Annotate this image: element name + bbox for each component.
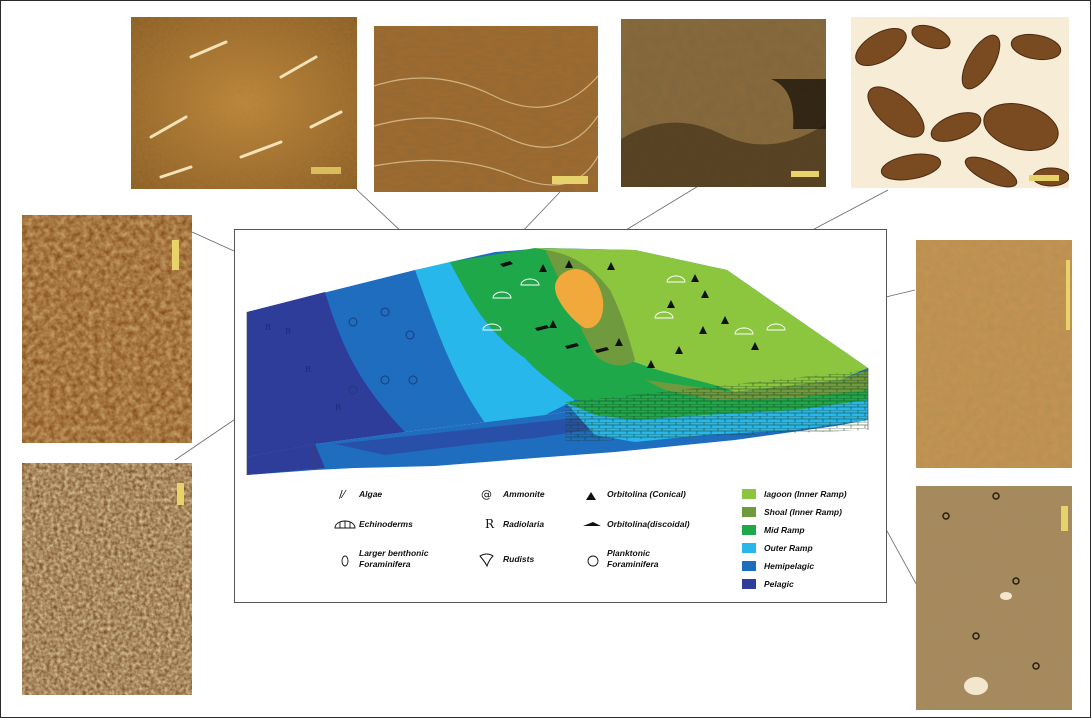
svg-text:R: R xyxy=(305,365,312,374)
legend-item-orbitolina-discoidal: Orbitolina(discoidal) xyxy=(583,519,690,529)
thin-section-photo xyxy=(22,215,192,443)
hemipelagic-swatch xyxy=(742,561,756,571)
thin-section-photo xyxy=(851,17,1069,188)
ramp-block-diagram: R R R R /⁄ Algae @ Ammonite Orbitolina (Con… xyxy=(234,229,887,603)
orbitolina-discoidal-icon xyxy=(583,522,601,526)
legend-label: Larger benthonic xyxy=(359,548,429,558)
larger-benthonic-icon xyxy=(341,555,349,567)
legend-label: Outer Ramp xyxy=(764,543,813,553)
legend-label: Pelagic xyxy=(764,579,794,589)
legend-label: Orbitolina (Conical) xyxy=(607,489,686,499)
legend-label: Ammonite xyxy=(502,489,545,499)
pelagic-swatch xyxy=(742,579,756,589)
legend-label: Algae xyxy=(358,489,382,499)
legend-label-line2: Foraminifera xyxy=(607,559,659,569)
fossil-legend: /⁄ Algae @ Ammonite Orbitolina (Conical)… xyxy=(334,488,690,569)
facies-block-model: R R R R xyxy=(246,248,869,475)
legend-label-line2: Foraminifera xyxy=(359,559,411,569)
legend-item-echinoderms: Echinoderms xyxy=(334,519,413,529)
legend-label: Orbitolina(discoidal) xyxy=(607,519,690,529)
legend-item-radiolaria: R Radiolaria xyxy=(485,517,544,531)
legend-item-orbitolina-conical: Orbitolina (Conical) xyxy=(586,489,686,500)
legend-item-planktonic: Planktonic Foraminifera xyxy=(587,548,659,569)
thin-section-photo xyxy=(374,26,598,192)
legend-item-hemipelagic: Hemipelagic xyxy=(742,561,814,571)
legend-item-rudists: Rudists xyxy=(479,553,534,568)
thin-section-photo xyxy=(22,463,192,695)
legend-label: Shoal (Inner Ramp) xyxy=(764,507,842,517)
legend-label: lagoon (Inner Ramp) xyxy=(764,489,847,499)
map-legend: /⁄ Algae @ Ammonite Orbitolina (Conical)… xyxy=(334,488,847,589)
orbitolina-conical-icon xyxy=(586,492,596,500)
legend-label: Mid Ramp xyxy=(764,525,805,535)
mid-ramp-swatch xyxy=(742,525,756,535)
rudists-icon xyxy=(479,553,494,568)
legend-label: Planktonic xyxy=(607,548,650,558)
legend-item-shoal: Shoal (Inner Ramp) xyxy=(742,507,842,517)
legend-item-pelagic: Pelagic xyxy=(742,579,794,589)
facies-legend: lagoon (Inner Ramp) Shoal (Inner Ramp) M… xyxy=(742,489,847,589)
legend-item-larger-benthonic: Larger benthonic Foraminifera xyxy=(341,548,429,569)
thin-section-photo xyxy=(131,17,357,189)
legend-item-mid-ramp: Mid Ramp xyxy=(742,525,805,535)
legend-label: Echinoderms xyxy=(359,519,413,529)
legend-label: Radiolaria xyxy=(503,519,544,529)
outer-ramp-swatch xyxy=(742,543,756,553)
algae-icon: /⁄ xyxy=(339,488,347,501)
svg-text:R: R xyxy=(335,403,342,412)
lagoon-swatch xyxy=(742,489,756,499)
radiolaria-icon: R xyxy=(485,517,495,531)
ammonite-icon: @ xyxy=(481,488,492,501)
thin-section-photo xyxy=(916,240,1072,468)
legend-label: Rudists xyxy=(503,554,534,564)
legend-item-lagoon: lagoon (Inner Ramp) xyxy=(742,489,847,499)
svg-text:R: R xyxy=(285,327,292,336)
planktonic-icon xyxy=(587,555,599,567)
echinoderms-icon xyxy=(334,520,356,529)
legend-item-outer-ramp: Outer Ramp xyxy=(742,543,813,553)
thin-section-photo xyxy=(916,486,1072,710)
legend-label: Hemipelagic xyxy=(764,561,814,571)
legend-item-algae: /⁄ Algae xyxy=(339,488,382,501)
legend-item-ammonite: @ Ammonite xyxy=(481,488,545,501)
svg-text:R: R xyxy=(265,323,272,332)
thin-section-photo xyxy=(621,19,826,187)
shoal-swatch xyxy=(742,507,756,517)
